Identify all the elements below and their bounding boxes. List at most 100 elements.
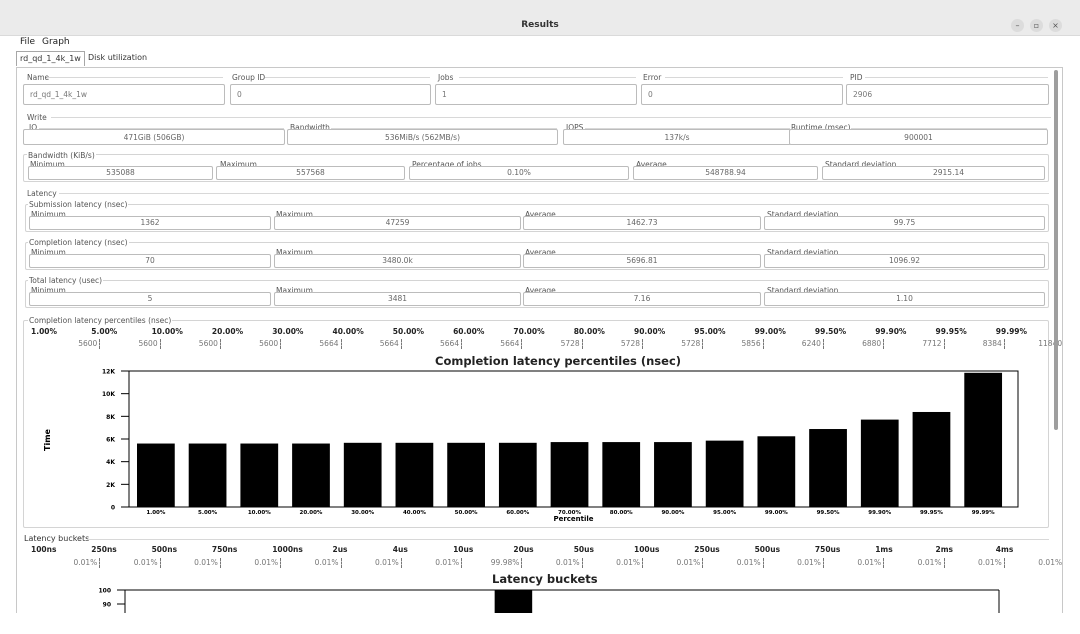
bkt-value: 0.01% xyxy=(194,558,218,567)
bw-pct-field[interactable]: 0.10% xyxy=(409,166,629,180)
bandwidth-label: Bandwidth xyxy=(290,123,330,132)
tab-disk-utilization[interactable]: Disk utilization xyxy=(88,53,148,62)
x-tick-label: 99.50% xyxy=(817,510,840,516)
comp-std-field[interactable]: 1096.92 xyxy=(764,254,1045,268)
jobs-field[interactable]: 1 xyxy=(435,84,637,105)
y-tick-label: 4K xyxy=(106,459,115,466)
bkt-value: 0.01% xyxy=(917,558,942,567)
bw-avg-label: Average xyxy=(636,160,667,169)
bkt-header: 1ms xyxy=(875,545,893,554)
pct-header: 1.00% xyxy=(31,327,58,336)
bkt-value: 0.01% xyxy=(435,558,460,567)
pct-separator xyxy=(521,339,523,349)
y-tick-label: 12K xyxy=(102,369,115,376)
sub-max-field[interactable]: 47259 xyxy=(274,216,521,230)
sub-min-label: Minimum xyxy=(31,210,66,219)
tot-min-label: Minimum xyxy=(31,286,66,295)
io-field[interactable]: 471GiB (506GB) xyxy=(23,129,285,145)
comp-avg-field[interactable]: 5696.81 xyxy=(523,254,761,268)
bkt-header: 100us xyxy=(634,545,660,554)
bkt-value: 99.98% xyxy=(490,558,520,567)
bw-pct-label: Percentage of jobs xyxy=(412,160,482,169)
pct-value: 5664 xyxy=(319,339,339,348)
bw-max-field[interactable]: 557568 xyxy=(216,166,405,180)
iops-field[interactable]: 137k/s xyxy=(563,129,791,145)
completion-group xyxy=(25,242,1049,270)
pct-value: 5600 xyxy=(138,339,158,348)
pct-header: 80.00% xyxy=(573,327,605,336)
pct-value: 5728 xyxy=(560,339,580,348)
name-field[interactable]: rd_qd_1_4k_1w xyxy=(23,84,225,105)
submission-label: Submission latency (nsec) xyxy=(28,200,129,209)
bkt-separator xyxy=(581,558,583,568)
pct-separator xyxy=(822,339,824,349)
tab-job[interactable]: rd_qd_1_4k_1w xyxy=(16,51,85,66)
group-id-field[interactable]: 0 xyxy=(230,84,431,105)
menu-graph[interactable]: Graph xyxy=(42,37,70,47)
menu-bar: File Graph xyxy=(0,36,1080,50)
y-tick-label: 8K xyxy=(106,414,115,421)
pct-header: 20.00% xyxy=(211,327,244,336)
comp-max-label: Maximum xyxy=(276,248,313,257)
pct-header: 50.00% xyxy=(392,327,425,336)
comp-min-label: Minimum xyxy=(31,248,66,257)
tot-avg-field[interactable]: 7.16 xyxy=(523,292,761,306)
x-tick-label: 30.00% xyxy=(351,510,374,516)
menu-file[interactable]: File xyxy=(20,37,36,47)
jobs-label: Jobs xyxy=(438,73,454,82)
submission-group xyxy=(25,204,1049,232)
bw-min-field[interactable]: 535088 xyxy=(28,166,213,180)
x-tick-label: 99.99% xyxy=(972,510,995,516)
tot-std-field[interactable]: 1.10 xyxy=(764,292,1045,306)
comp-min-field[interactable]: 70 xyxy=(29,254,271,268)
bar xyxy=(343,442,382,507)
tot-min-field[interactable]: 5 xyxy=(29,292,271,306)
name-label: Name xyxy=(27,73,50,82)
maximize-button[interactable]: ▫ xyxy=(1030,19,1043,32)
comp-max-field[interactable]: 3480.0k xyxy=(274,254,521,268)
iops-label: IOPS xyxy=(566,123,584,132)
sub-min-field[interactable]: 1362 xyxy=(29,216,271,230)
bw-avg-field[interactable]: 548788.94 xyxy=(633,166,818,180)
vertical-scrollbar[interactable] xyxy=(1054,70,1058,430)
pct-value: 5664 xyxy=(500,339,520,348)
bkt-value: 0.01% xyxy=(1038,558,1063,567)
minimize-button[interactable]: – xyxy=(1011,19,1024,32)
sub-std-field[interactable]: 99.75 xyxy=(764,216,1045,230)
bkt-header: 750us xyxy=(814,545,841,554)
runtime-field[interactable]: 900001 xyxy=(789,129,1048,145)
bkt-separator xyxy=(99,558,101,568)
sub-avg-field[interactable]: 1462.73 xyxy=(523,216,761,230)
y-tick-label: 2K xyxy=(106,482,115,489)
sub-max-label: Maximum xyxy=(276,210,313,219)
pid-label: PID xyxy=(850,73,863,82)
percentiles-chart: 0 2K 4K 6K 8K 10K 12K Time 1.00% 5.00% 10.00% 20.00… xyxy=(43,369,1019,523)
pct-header: 60.00% xyxy=(453,327,485,336)
y-tick-label: 6K xyxy=(106,437,115,444)
tot-max-field[interactable]: 3481 xyxy=(274,292,521,306)
bw-std-field[interactable]: 2915.14 xyxy=(822,166,1045,180)
bar xyxy=(705,440,744,507)
bar xyxy=(498,442,537,507)
pct-header: 30.00% xyxy=(272,327,304,336)
pct-value: 5664 xyxy=(440,339,460,348)
pct-header: 99.95% xyxy=(935,327,967,336)
sub-avg-label: Average xyxy=(525,210,556,219)
bandwidth-field[interactable]: 536MiB/s (562MB/s) xyxy=(287,129,558,145)
pct-value: 6880 xyxy=(862,339,882,348)
x-tick-label: 20.00% xyxy=(300,510,323,516)
bkt-separator xyxy=(702,558,704,568)
bkt-header: 250ns xyxy=(91,545,117,554)
title-bar: Results – ▫ × xyxy=(0,0,1080,36)
close-button[interactable]: × xyxy=(1049,19,1062,32)
pct-separator xyxy=(581,339,583,349)
pid-field[interactable]: 2906 xyxy=(846,84,1049,105)
x-tick-label: 95.00% xyxy=(713,510,736,516)
window-title: Results xyxy=(521,20,559,30)
error-field[interactable]: 0 xyxy=(641,84,843,105)
x-tick-label: 99.00% xyxy=(765,510,788,516)
pct-header: 90.00% xyxy=(634,327,666,336)
pct-separator xyxy=(219,339,221,349)
pct-header: 99.90% xyxy=(875,327,907,336)
x-tick-label: 10.00% xyxy=(248,510,271,516)
